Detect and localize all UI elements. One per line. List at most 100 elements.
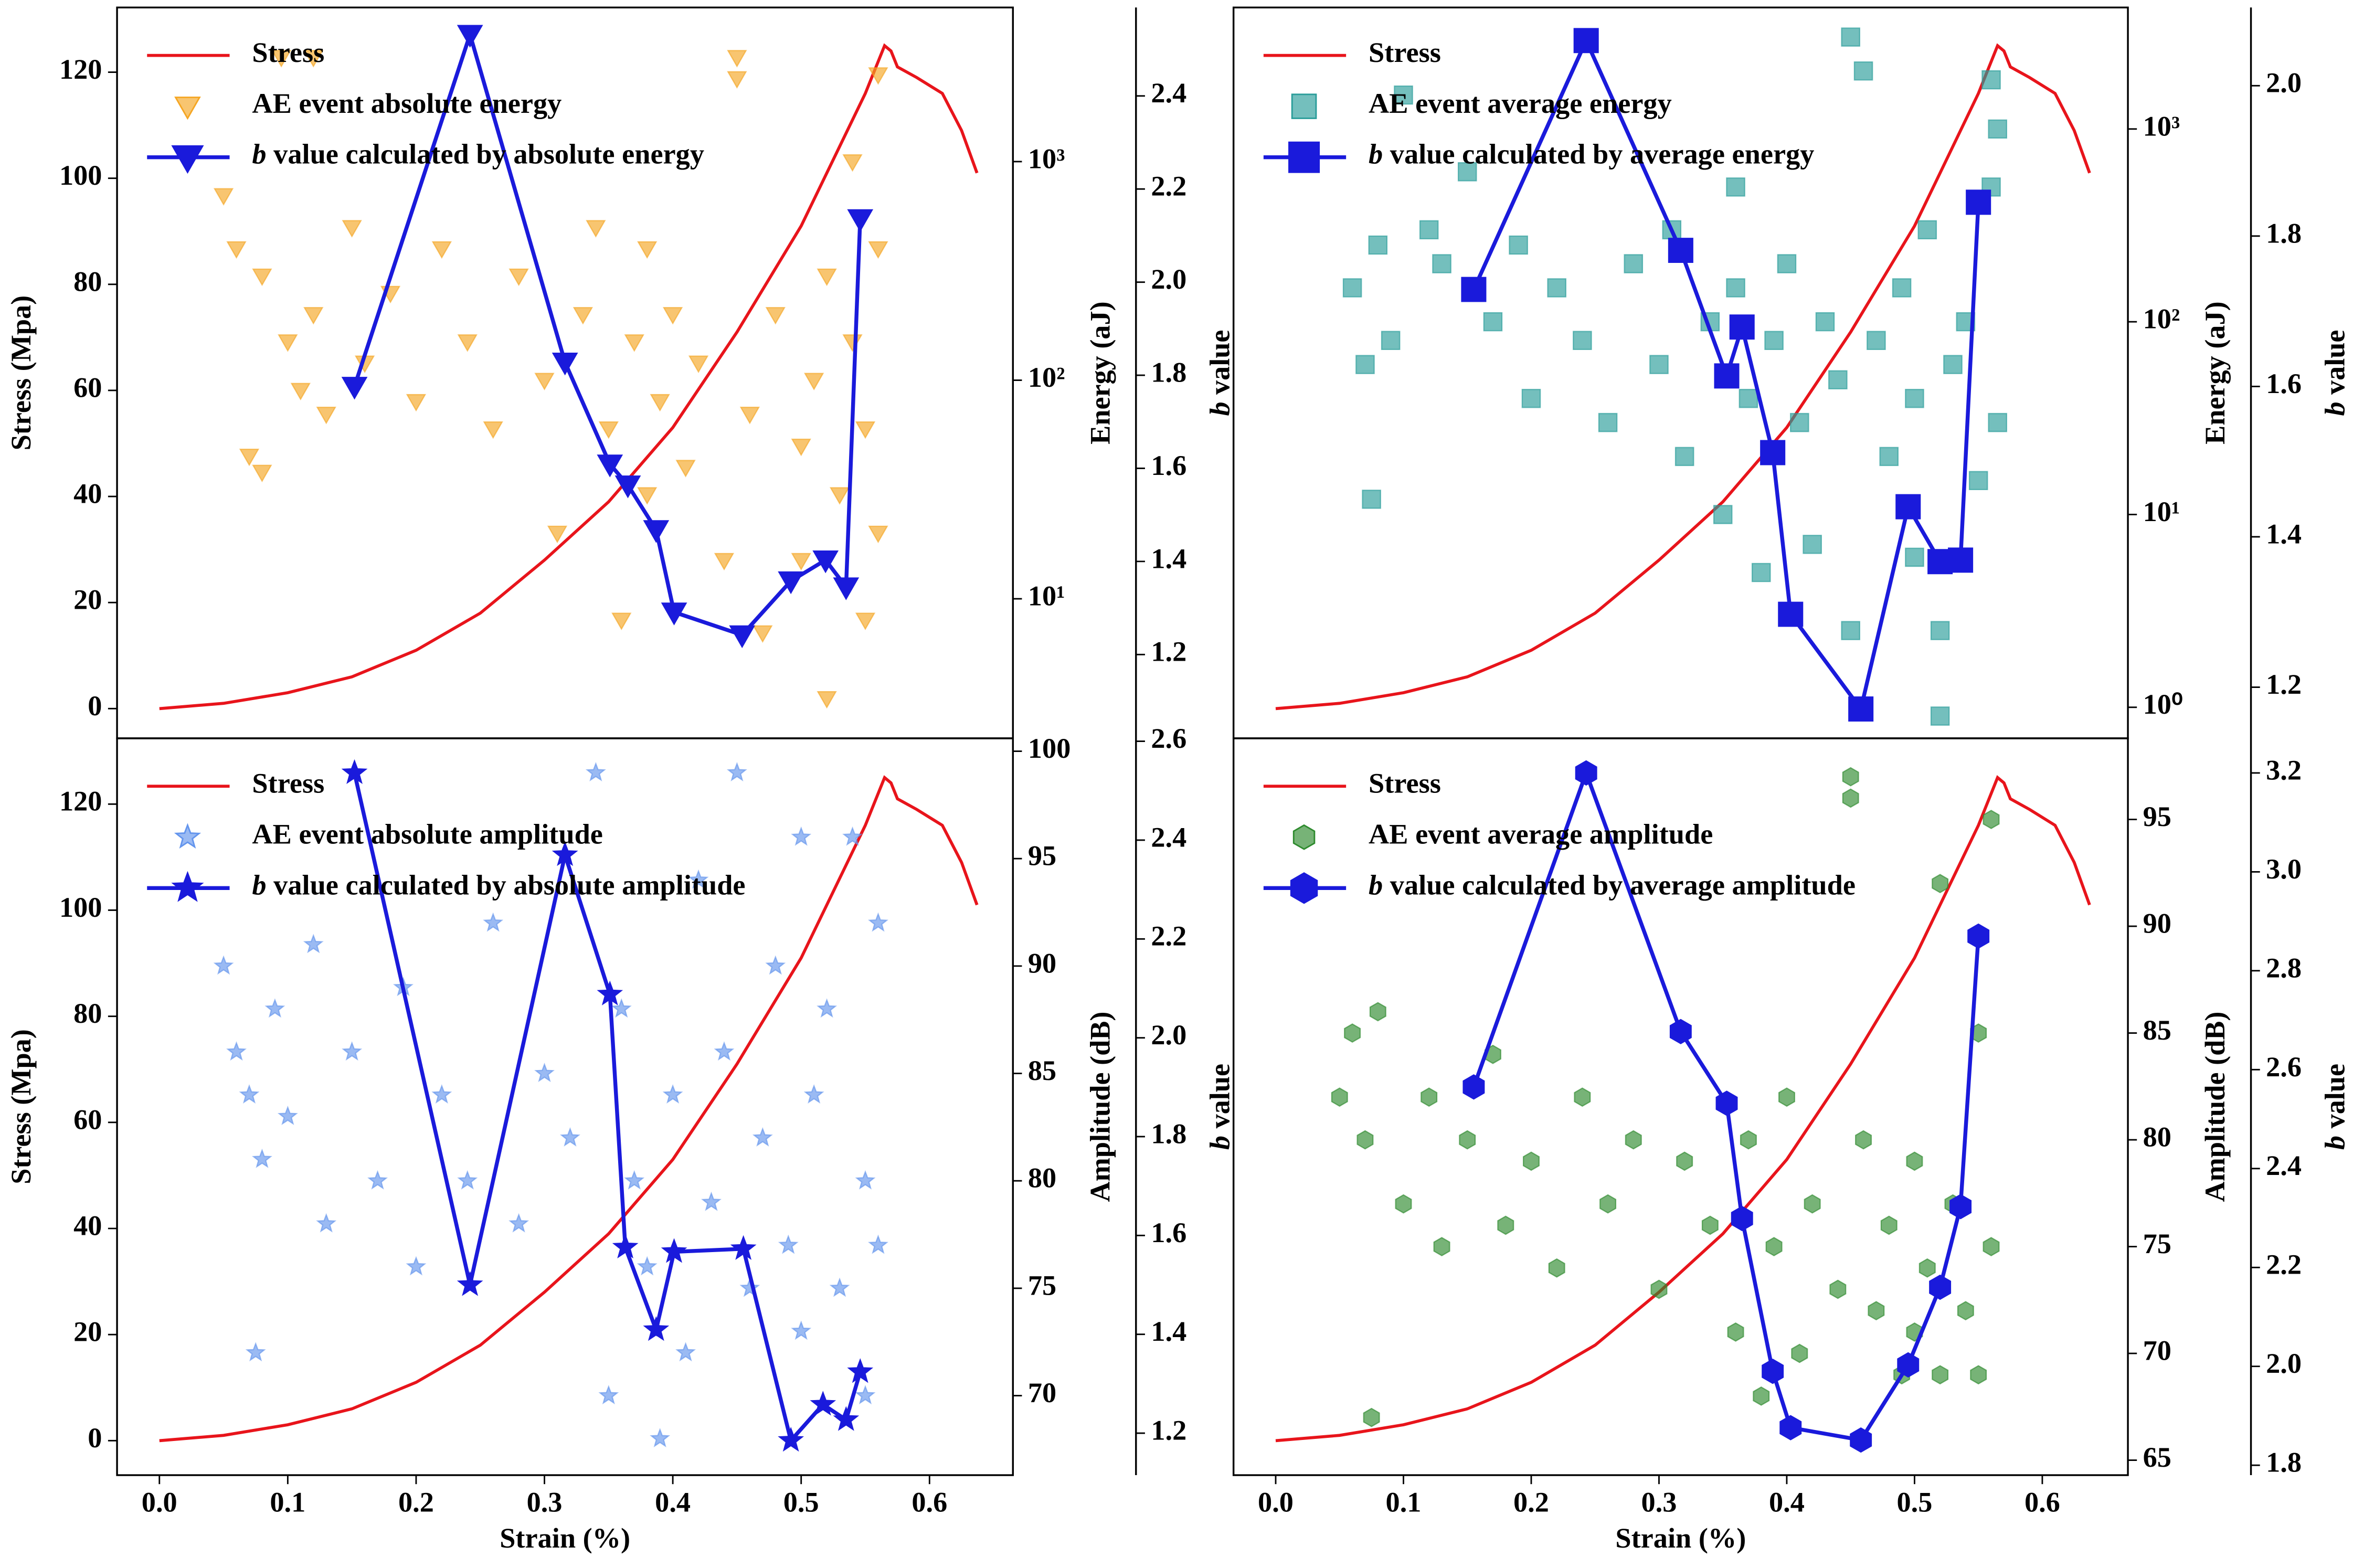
data-marker bbox=[316, 1213, 337, 1233]
data-marker bbox=[1765, 1237, 1783, 1257]
data-marker bbox=[791, 826, 812, 846]
data-marker bbox=[1676, 1151, 1693, 1171]
x-tick-label: 0.4 bbox=[655, 1487, 691, 1518]
data-marker bbox=[847, 1358, 874, 1383]
data-marker bbox=[252, 1148, 272, 1168]
data-marker bbox=[1803, 535, 1822, 554]
data-marker bbox=[1547, 278, 1566, 298]
data-marker bbox=[1853, 61, 1873, 81]
y2-tick-label: 10¹ bbox=[1028, 580, 1065, 612]
data-marker bbox=[637, 241, 658, 259]
data-marker bbox=[1778, 1087, 1795, 1107]
data-marker bbox=[714, 553, 735, 571]
data-marker bbox=[688, 869, 709, 889]
data-marker bbox=[714, 1041, 735, 1061]
data-marker bbox=[316, 407, 336, 425]
data-marker bbox=[1624, 254, 1644, 273]
data-marker bbox=[1355, 355, 1375, 374]
data-marker bbox=[829, 1277, 850, 1297]
data-marker bbox=[1930, 621, 1950, 640]
data-marker bbox=[1949, 1194, 1972, 1220]
y3-tick-label: 1.8 bbox=[1151, 1118, 1186, 1149]
legend-marker bbox=[1291, 93, 1317, 119]
data-marker bbox=[1789, 412, 1809, 432]
data-marker bbox=[1988, 119, 2007, 139]
data-marker bbox=[1729, 314, 1755, 340]
legend-label: Stress bbox=[1369, 768, 1441, 799]
data-marker bbox=[1368, 235, 1388, 255]
y3-tick-label: 1.6 bbox=[1151, 1217, 1186, 1248]
data-marker bbox=[661, 1238, 687, 1263]
data-marker bbox=[842, 154, 863, 172]
legend-label: AE event average amplitude bbox=[1369, 819, 1713, 850]
data-marker bbox=[483, 912, 504, 932]
y3-tick-label: 2.0 bbox=[2266, 1348, 2302, 1379]
data-marker bbox=[730, 1235, 757, 1260]
data-marker bbox=[1760, 440, 1786, 465]
y2-axis-label: Energy (aJ) bbox=[1084, 301, 1116, 444]
data-marker bbox=[1967, 923, 1990, 949]
data-marker bbox=[457, 1271, 483, 1296]
data-marker bbox=[1957, 1301, 1974, 1321]
y2-tick-label: 95 bbox=[1028, 840, 1056, 872]
data-marker bbox=[213, 188, 234, 206]
data-marker bbox=[868, 912, 888, 932]
data-marker bbox=[1674, 447, 1694, 467]
data-marker bbox=[239, 448, 260, 467]
data-marker bbox=[1892, 278, 1912, 298]
y2-tick-label: 95 bbox=[2143, 801, 2171, 832]
legend-label: b value calculated by absolute amplitude bbox=[252, 870, 745, 901]
data-marker bbox=[213, 955, 234, 975]
data-marker bbox=[817, 268, 837, 287]
data-marker bbox=[1791, 1343, 1808, 1363]
data-marker bbox=[1867, 331, 1886, 351]
data-marker bbox=[1868, 1301, 1885, 1321]
series-line bbox=[1275, 43, 2091, 711]
y2-axis-label: Amplitude (dB) bbox=[1084, 1012, 1116, 1202]
y2-tick-label: 85 bbox=[2143, 1014, 2171, 1046]
data-marker bbox=[1726, 177, 1745, 197]
data-marker bbox=[1778, 601, 1804, 627]
legend-label: AE event absolute energy bbox=[252, 88, 561, 119]
y-tick-label: 0 bbox=[88, 1422, 102, 1454]
y3-tick-label: 2.2 bbox=[2266, 1249, 2302, 1280]
legend-marker bbox=[174, 97, 201, 120]
data-marker bbox=[1970, 1365, 1987, 1385]
series-line bbox=[353, 28, 862, 638]
data-marker bbox=[1726, 278, 1745, 298]
data-marker bbox=[1713, 505, 1733, 524]
y2-tick-label: 90 bbox=[2143, 908, 2171, 939]
data-marker bbox=[1509, 235, 1528, 255]
legend-marker bbox=[1290, 872, 1318, 904]
data-marker bbox=[675, 1342, 696, 1362]
data-marker bbox=[752, 1127, 773, 1147]
data-marker bbox=[1461, 277, 1487, 302]
data-marker bbox=[1344, 1023, 1361, 1043]
y-tick-label: 20 bbox=[73, 1316, 102, 1348]
data-marker bbox=[1432, 254, 1451, 273]
data-marker bbox=[1714, 363, 1740, 389]
y3-tick-label: 1.8 bbox=[2266, 1447, 2302, 1478]
data-marker bbox=[264, 998, 285, 1018]
legend-label: b value calculated by average amplitude bbox=[1369, 870, 1856, 901]
data-marker bbox=[1362, 490, 1381, 509]
data-marker bbox=[1779, 1415, 1802, 1440]
legend-marker bbox=[171, 871, 204, 902]
legend-marker bbox=[1292, 824, 1316, 850]
data-marker bbox=[1483, 312, 1503, 332]
data-marker bbox=[803, 1084, 824, 1104]
data-marker bbox=[662, 1084, 683, 1104]
data-marker bbox=[367, 1170, 388, 1190]
data-marker bbox=[1895, 494, 1921, 520]
data-marker bbox=[833, 1406, 860, 1431]
y2-tick-label: 70 bbox=[1028, 1377, 1056, 1408]
y3-tick-label: 1.2 bbox=[1151, 1415, 1186, 1446]
data-marker bbox=[1929, 1274, 1952, 1300]
data-marker bbox=[252, 268, 272, 287]
data-marker bbox=[1983, 1237, 2000, 1257]
data-marker bbox=[765, 955, 786, 975]
x-tick-label: 0.5 bbox=[1896, 1487, 1932, 1518]
data-marker bbox=[868, 525, 888, 544]
y3-tick-label: 2.6 bbox=[2266, 1051, 2302, 1083]
